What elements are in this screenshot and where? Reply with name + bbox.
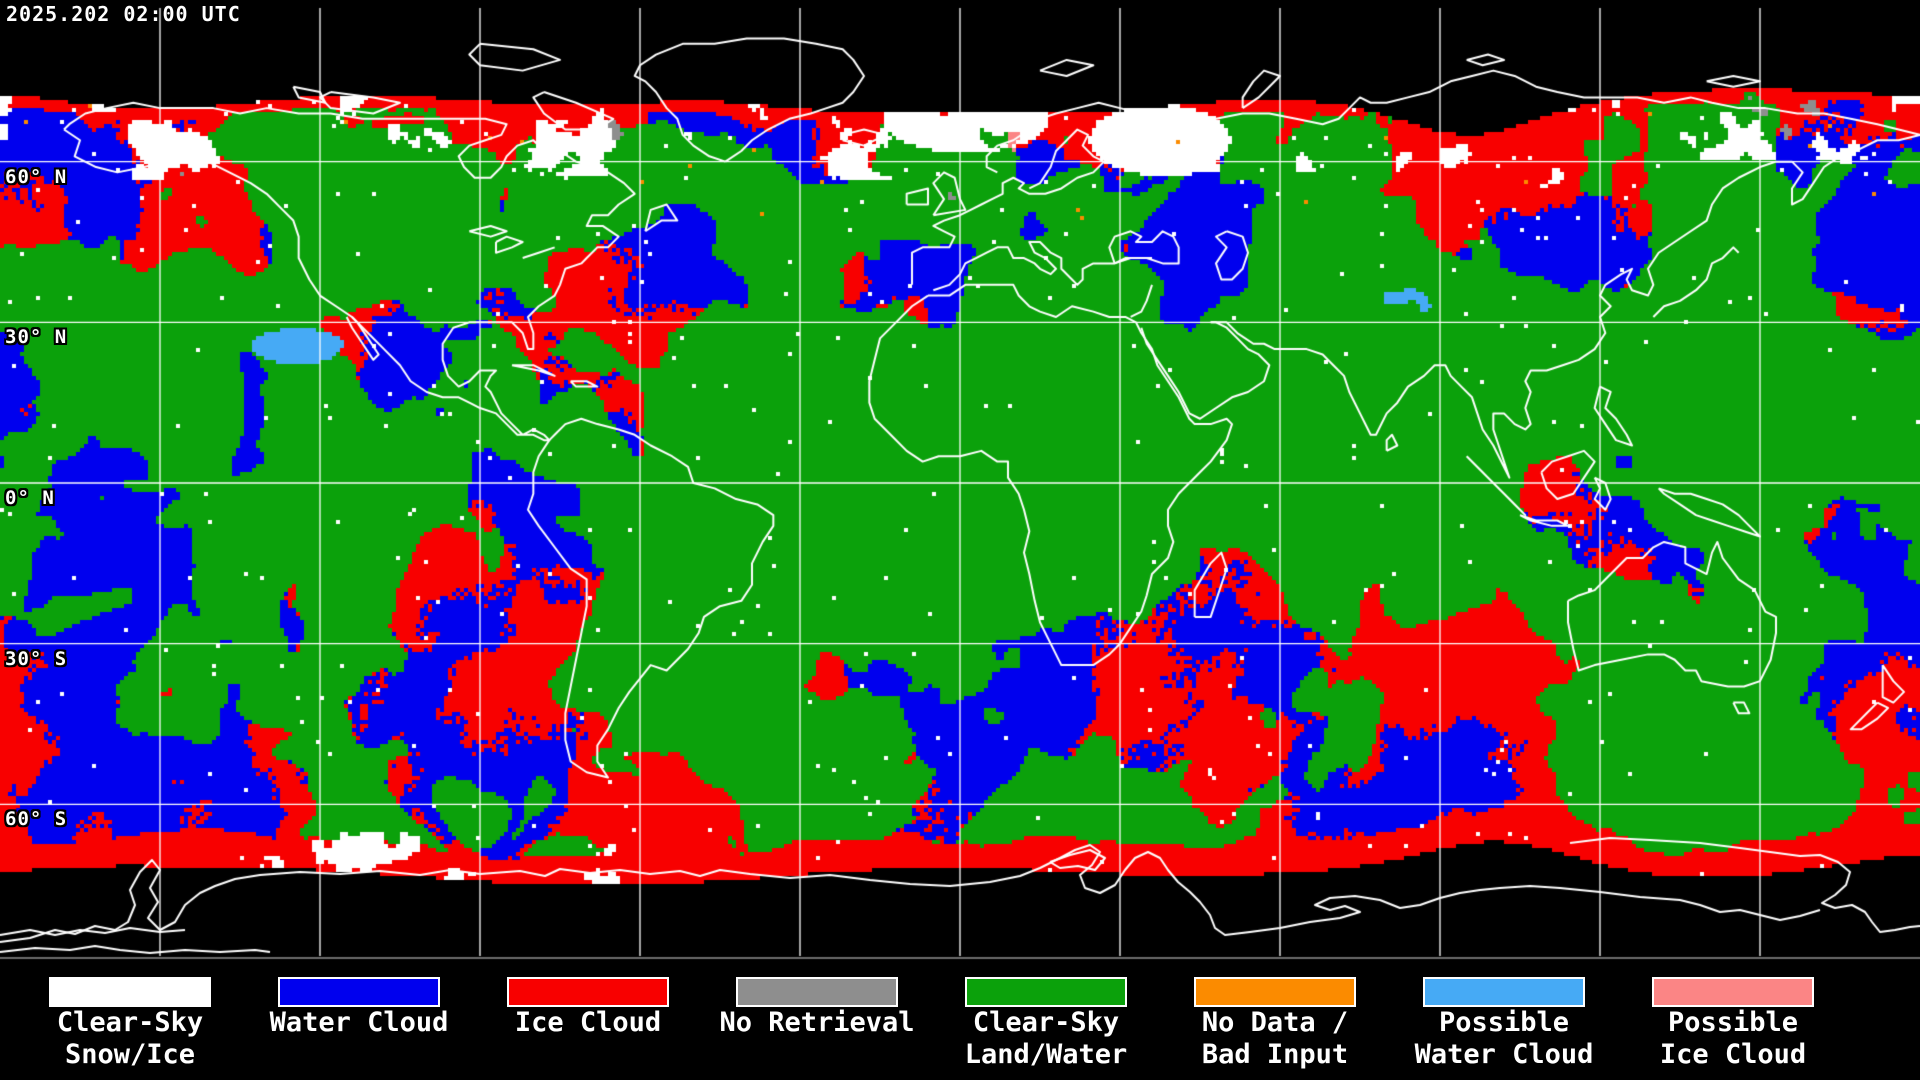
- legend-item-no-retrieval: No Retrieval: [697, 977, 937, 1039]
- legend-item-clear-sky-land-water: Clear-Sky Land/Water: [926, 977, 1166, 1071]
- legend-item-possible-ice-cloud: Possible Ice Cloud: [1613, 977, 1853, 1071]
- legend-label: Ice Cloud: [1659, 1039, 1807, 1070]
- legend-label: Clear-Sky: [56, 1007, 204, 1038]
- legend-item-possible-water-cloud: Possible Water Cloud: [1384, 977, 1624, 1071]
- water-cloud-swatch: [278, 977, 440, 1007]
- legend-label: Clear-Sky: [972, 1007, 1120, 1038]
- legend-item-water-cloud: Water Cloud: [239, 977, 479, 1039]
- legend-item-clear-sky-snow-ice: Clear-Sky Snow/Ice: [10, 977, 250, 1071]
- possible-ice-cloud-swatch: [1652, 977, 1814, 1007]
- legend-label: Land/Water: [964, 1039, 1128, 1070]
- legend-label: Possible: [1438, 1007, 1570, 1038]
- possible-water-cloud-swatch: [1423, 977, 1585, 1007]
- clear-sky-land-water-swatch: [965, 977, 1127, 1007]
- legend-label: Ice Cloud: [514, 1007, 662, 1038]
- legend-item-no-data-bad-input: No Data / Bad Input: [1155, 977, 1395, 1071]
- timestamp-label: 2025.202 02:00 UTC: [6, 2, 241, 26]
- legend-label: Water Cloud: [269, 1007, 449, 1038]
- clear-sky-snow-ice-swatch: [49, 977, 211, 1007]
- no-retrieval-swatch: [736, 977, 898, 1007]
- legend-label: Snow/Ice: [64, 1039, 196, 1070]
- legend-label: Water Cloud: [1414, 1039, 1594, 1070]
- latitude-label-60s: 60° S: [5, 808, 68, 831]
- legend-label: Bad Input: [1201, 1039, 1349, 1070]
- legend-item-ice-cloud: Ice Cloud: [468, 977, 708, 1039]
- legend-label: Possible: [1667, 1007, 1799, 1038]
- ice-cloud-swatch: [507, 977, 669, 1007]
- latitude-label-30n: 30° N: [5, 326, 68, 349]
- no-data-bad-input-swatch: [1194, 977, 1356, 1007]
- latitude-label-30s: 30° S: [5, 647, 68, 670]
- latitude-label-0n: 0° N: [5, 487, 55, 509]
- legend-label: No Retrieval: [719, 1007, 915, 1038]
- latitude-label-60n: 60° N: [5, 165, 68, 188]
- legend-label: No Data /: [1201, 1007, 1349, 1038]
